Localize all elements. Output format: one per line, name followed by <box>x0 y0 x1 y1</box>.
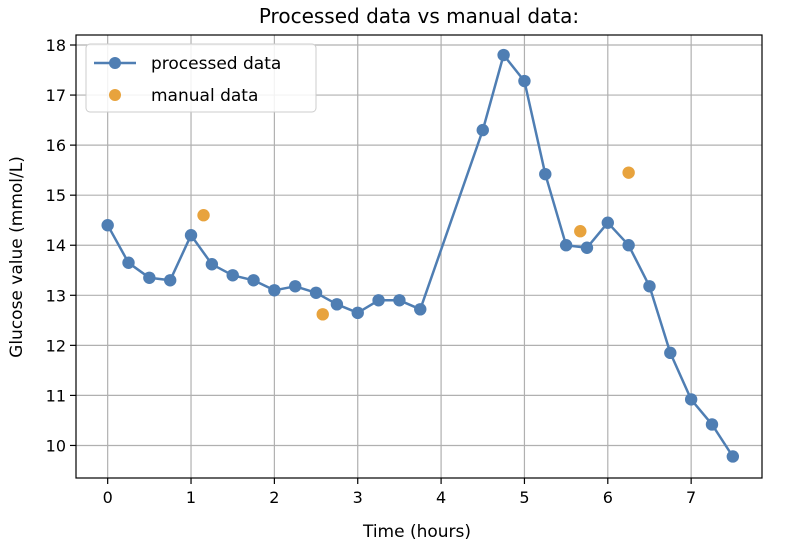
processed-point-8 <box>268 284 281 297</box>
y-axis-label: Glucose value (mmol/L) <box>7 156 27 358</box>
y-tick-label-2: 12 <box>46 336 66 355</box>
grid <box>76 35 762 478</box>
processed-point-17 <box>497 48 510 62</box>
x-tick-label-2: 2 <box>269 488 279 507</box>
legend: processed data manual data <box>85 43 317 113</box>
processed-point-27 <box>705 418 719 431</box>
processed-point-28 <box>726 450 740 463</box>
y-tick-label-4: 14 <box>46 236 66 255</box>
processed-point-6 <box>226 269 239 282</box>
x-ticks: 0 1 2 3 4 5 6 7 <box>103 478 696 507</box>
processed-line <box>106 53 734 458</box>
x-tick-label-0: 0 <box>103 488 113 507</box>
processed-point-18 <box>518 74 531 88</box>
processed-point-7 <box>247 274 260 287</box>
y-ticks: 10 11 12 13 14 15 16 17 18 <box>46 36 76 455</box>
manual-point-2 <box>574 225 587 238</box>
processed-point-21 <box>580 241 594 254</box>
y-tick-label-8: 18 <box>46 36 66 55</box>
processed-point-9 <box>289 280 302 293</box>
processed-point-10 <box>309 286 323 299</box>
legend-box <box>85 43 317 113</box>
processed-point-2 <box>143 271 156 284</box>
chart-title: Processed data vs manual data: <box>259 4 579 28</box>
y-tick-label-1: 11 <box>46 386 66 405</box>
x-tick-label-1: 1 <box>186 488 196 507</box>
processed-point-24 <box>643 280 656 293</box>
processed-point-22 <box>601 216 614 229</box>
processed-point-25 <box>664 346 677 360</box>
processed-point-14 <box>393 294 406 307</box>
processed-point-26 <box>684 393 698 406</box>
x-tick-label-4: 4 <box>436 488 446 507</box>
processed-point-20 <box>559 239 573 252</box>
legend-processed-label: processed data <box>151 54 281 74</box>
processed-point-3 <box>163 274 177 287</box>
y-tick-label-0: 10 <box>46 436 66 455</box>
x-tick-label-5: 5 <box>519 488 529 507</box>
y-tick-label-7: 17 <box>46 86 66 105</box>
y-tick-label-6: 16 <box>46 136 66 155</box>
manual-point-1 <box>316 308 329 321</box>
processed-point-15 <box>414 303 427 316</box>
processed-point-12 <box>351 306 364 320</box>
processed-point-19 <box>539 167 552 181</box>
plot-frame <box>75 34 763 479</box>
processed-point-1 <box>122 256 135 269</box>
x-tick-label-3: 3 <box>353 488 363 507</box>
legend-manual-label: manual data <box>151 86 258 106</box>
processed-point-0 <box>101 219 114 232</box>
y-tick-label-3: 13 <box>46 286 66 305</box>
x-axis-label: Time (hours) <box>362 522 471 542</box>
legend-manual-marker <box>109 89 121 101</box>
processed-point-23 <box>622 239 635 252</box>
x-tick-label-7: 7 <box>686 488 696 507</box>
series-processed <box>101 48 740 463</box>
processed-point-5 <box>205 258 219 271</box>
processed-point-4 <box>184 229 198 242</box>
manual-point-0 <box>197 209 210 222</box>
processed-point-11 <box>330 298 344 311</box>
x-tick-label-6: 6 <box>603 488 613 507</box>
series-manual <box>197 166 635 321</box>
processed-point-16 <box>476 123 489 137</box>
legend-processed-marker <box>109 57 121 69</box>
processed-point-13 <box>372 294 385 307</box>
manual-point-3 <box>622 166 635 179</box>
y-tick-label-5: 15 <box>46 186 66 205</box>
